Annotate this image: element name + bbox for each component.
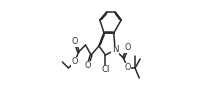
Text: O: O bbox=[84, 61, 90, 70]
Text: Cl: Cl bbox=[101, 66, 109, 75]
Text: O: O bbox=[124, 64, 130, 72]
Text: O: O bbox=[71, 58, 78, 66]
Text: O: O bbox=[124, 44, 130, 53]
Text: N: N bbox=[111, 45, 118, 55]
Text: O: O bbox=[71, 38, 78, 47]
